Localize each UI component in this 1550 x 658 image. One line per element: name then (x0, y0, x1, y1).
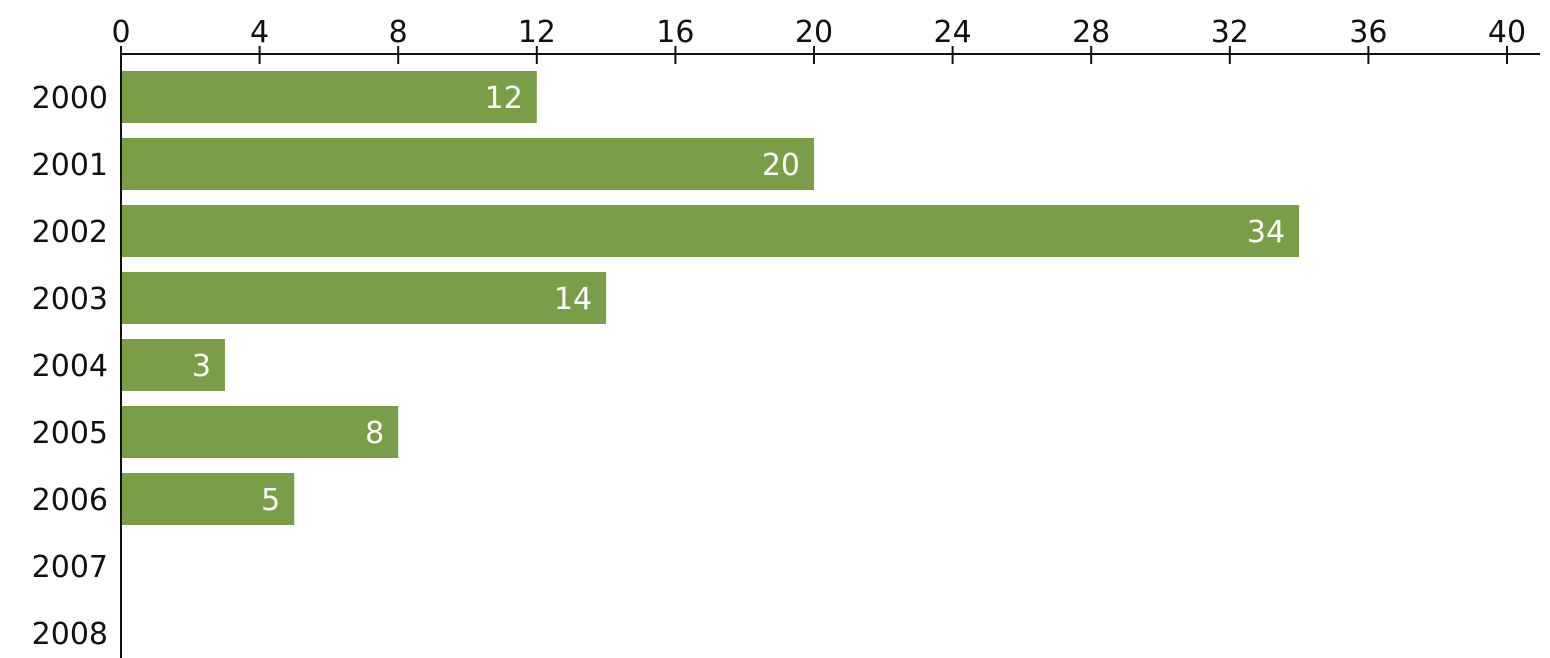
bar-value-label: 34 (1247, 215, 1285, 250)
bar (121, 473, 295, 525)
x-tick-label: 12 (518, 15, 556, 50)
category-labels-layer: 2000 2001 2002 2003 2004 2005 2006 2007 2008 (32, 81, 108, 652)
x-tick-label: 28 (1072, 15, 1110, 50)
category-label: 2003 (32, 282, 108, 317)
x-tick-label: 20 (795, 15, 833, 50)
category-label: 2007 (32, 550, 108, 585)
category-label: 2000 (32, 81, 108, 116)
x-axis (120, 53, 1540, 658)
bar-value-label: 20 (762, 148, 800, 183)
bar (121, 272, 607, 324)
bar-value-label: 3 (192, 349, 211, 384)
x-tick-label: 16 (656, 15, 694, 50)
x-tick-label: 24 (934, 15, 972, 50)
category-label: 2006 (32, 483, 108, 518)
category-label: 2005 (32, 416, 108, 451)
bar (121, 205, 1300, 257)
bar (121, 138, 814, 190)
bars-layer (121, 71, 1300, 525)
x-tick-label: 0 (111, 15, 130, 50)
category-label: 2002 (32, 215, 108, 250)
bar-value-label: 5 (261, 483, 280, 518)
x-tick-label: 36 (1349, 15, 1387, 50)
bar-value-label: 12 (485, 81, 523, 116)
bar (121, 71, 537, 123)
bar-value-label: 14 (554, 282, 592, 317)
category-label: 2001 (32, 148, 108, 183)
x-tick-label: 32 (1211, 15, 1249, 50)
x-tick-label: 4 (250, 15, 269, 50)
category-label: 2004 (32, 349, 108, 384)
bar (121, 406, 399, 458)
x-ticks-layer: 0 4 8 12 16 20 24 28 32 36 40 (111, 15, 1526, 64)
value-labels-layer: 12 20 34 14 3 8 5 (192, 81, 1285, 518)
bar (121, 339, 225, 391)
x-tick-label: 40 (1488, 15, 1526, 50)
bar-value-label: 8 (365, 416, 384, 451)
category-label: 2008 (32, 617, 108, 652)
x-tick-label: 8 (389, 15, 408, 50)
